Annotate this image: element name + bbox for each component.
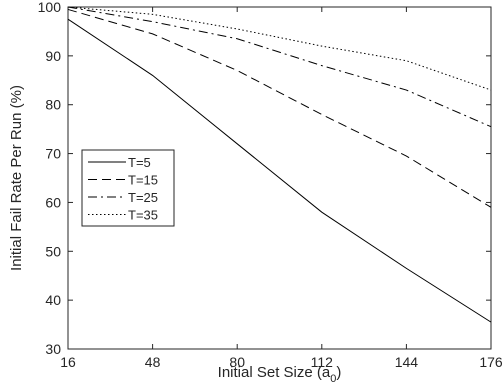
series-lines xyxy=(67,6,492,323)
y-tick-label: 40 xyxy=(45,292,61,308)
y-tick-label: 50 xyxy=(45,243,61,259)
x-tick-label: 144 xyxy=(395,354,419,370)
axis-ticks: 16 48 80 112 144 176 30 40 50 60 70 80 90 100 xyxy=(38,0,503,370)
y-tick-label: 80 xyxy=(45,97,61,113)
x-tick-label: 48 xyxy=(145,354,161,370)
x-tick-label: 112 xyxy=(311,354,334,370)
y-tick-label: 60 xyxy=(45,194,61,210)
y-axis-title: Initial Fail Rate Per Run (%) xyxy=(8,85,25,271)
x-axis-title-main: Initial Set Size (a xyxy=(218,364,331,381)
legend: T=5 T=15 T=25 T=35 xyxy=(81,149,175,227)
x-axis-title: Initial Set Size (a0) xyxy=(218,364,342,385)
legend-label: T=25 xyxy=(128,190,158,205)
y-tick-label: 70 xyxy=(45,146,61,162)
legend-box xyxy=(81,149,175,227)
x-axis-title-subscript: 0 xyxy=(330,373,336,385)
y-tick-label: 100 xyxy=(38,0,62,15)
x-tick-label: 16 xyxy=(60,354,76,370)
series-line-t15 xyxy=(67,8,492,208)
y-tick-label: 30 xyxy=(45,341,61,357)
legend-label: T=15 xyxy=(128,173,158,188)
y-tick-label: 90 xyxy=(45,48,61,64)
x-tick-label: 80 xyxy=(229,354,245,370)
x-tick-label: 176 xyxy=(479,354,503,370)
x-axis-title-close: ) xyxy=(336,364,341,381)
series-line-t5 xyxy=(67,18,492,323)
legend-label: T=35 xyxy=(128,208,158,223)
series-line-t25 xyxy=(67,6,492,128)
legend-label: T=5 xyxy=(128,155,151,170)
